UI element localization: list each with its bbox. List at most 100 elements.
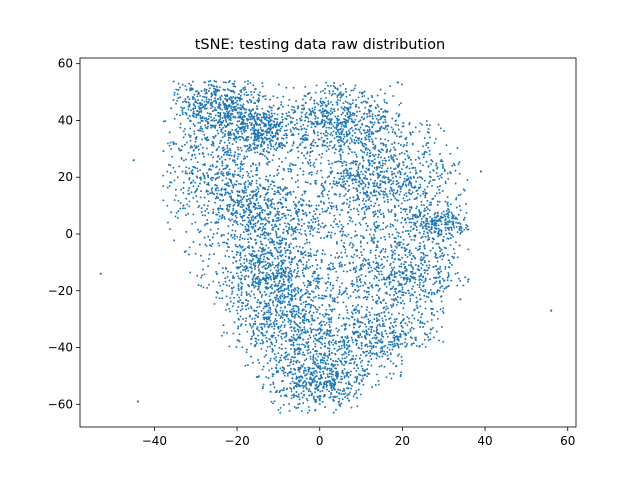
data-point — [179, 122, 182, 125]
data-point — [336, 330, 339, 333]
data-point — [373, 148, 376, 151]
data-point — [215, 187, 218, 190]
data-point — [371, 160, 374, 163]
data-point — [197, 185, 200, 188]
data-point — [233, 220, 235, 223]
data-point — [222, 100, 225, 103]
data-point — [392, 303, 395, 306]
data-point — [416, 220, 419, 223]
data-point — [359, 126, 362, 129]
data-point — [368, 281, 371, 284]
data-point — [456, 147, 459, 150]
data-point — [262, 385, 264, 388]
data-point — [324, 367, 327, 370]
data-point — [194, 98, 197, 101]
data-point — [365, 309, 368, 311]
data-point — [290, 299, 293, 302]
data-point — [413, 239, 416, 241]
data-point — [419, 183, 422, 186]
data-point — [252, 225, 255, 228]
data-point — [212, 208, 215, 211]
data-point — [343, 323, 346, 326]
data-point — [232, 302, 235, 305]
data-point — [179, 126, 182, 129]
data-point — [359, 234, 362, 237]
data-point — [305, 341, 308, 344]
data-point — [241, 308, 244, 310]
data-point — [310, 305, 312, 308]
data-point — [283, 272, 286, 275]
data-point — [327, 273, 330, 276]
data-point — [304, 268, 307, 271]
data-point — [274, 336, 277, 339]
data-point — [414, 224, 417, 227]
data-point — [415, 304, 418, 307]
data-point — [179, 114, 181, 117]
data-point — [237, 116, 240, 119]
data-point — [311, 272, 314, 275]
data-point — [264, 216, 267, 219]
data-point — [256, 131, 259, 133]
data-point — [444, 215, 447, 218]
data-point — [281, 254, 284, 256]
data-point — [377, 379, 380, 382]
data-point — [284, 215, 286, 217]
data-point — [376, 209, 379, 212]
data-point — [187, 101, 190, 104]
data-point — [411, 131, 414, 134]
data-point — [264, 302, 267, 305]
data-point — [365, 354, 368, 357]
data-point — [420, 251, 423, 254]
data-point — [448, 219, 451, 222]
data-point — [190, 145, 192, 147]
data-point — [401, 217, 404, 219]
data-point — [306, 296, 309, 299]
data-point — [280, 255, 283, 258]
data-point — [409, 297, 412, 300]
data-point — [408, 198, 411, 201]
data-point — [226, 270, 229, 273]
data-point — [273, 202, 276, 205]
data-point — [233, 173, 236, 176]
data-point — [216, 98, 219, 100]
data-point — [438, 200, 441, 203]
data-point — [374, 254, 377, 257]
data-point — [386, 354, 389, 357]
data-point — [264, 274, 267, 277]
data-point — [376, 103, 379, 106]
data-point — [279, 245, 282, 248]
data-point — [419, 169, 422, 172]
data-point — [312, 356, 315, 359]
data-point — [393, 204, 396, 207]
data-point — [351, 151, 353, 154]
data-point — [280, 239, 283, 242]
data-point — [283, 319, 286, 321]
data-point — [287, 274, 290, 277]
data-point — [318, 327, 321, 330]
data-point — [272, 226, 275, 229]
data-point — [296, 264, 299, 267]
data-point — [318, 403, 321, 406]
data-point — [190, 170, 193, 173]
data-point — [230, 154, 233, 157]
data-point — [258, 99, 261, 102]
data-point — [367, 194, 370, 197]
data-point — [258, 177, 261, 180]
data-point — [403, 260, 406, 263]
data-point — [264, 282, 267, 285]
data-point — [338, 265, 341, 268]
data-point — [250, 99, 253, 102]
data-point — [293, 127, 296, 130]
data-point — [457, 213, 460, 216]
data-point — [352, 326, 355, 329]
data-point — [176, 217, 179, 219]
data-point — [307, 251, 310, 254]
data-point — [256, 173, 258, 176]
data-point — [217, 146, 220, 149]
data-point — [229, 132, 232, 135]
data-point — [341, 363, 344, 366]
data-point — [285, 310, 288, 313]
data-point — [274, 192, 277, 195]
data-point — [336, 98, 339, 101]
data-point — [316, 170, 319, 173]
